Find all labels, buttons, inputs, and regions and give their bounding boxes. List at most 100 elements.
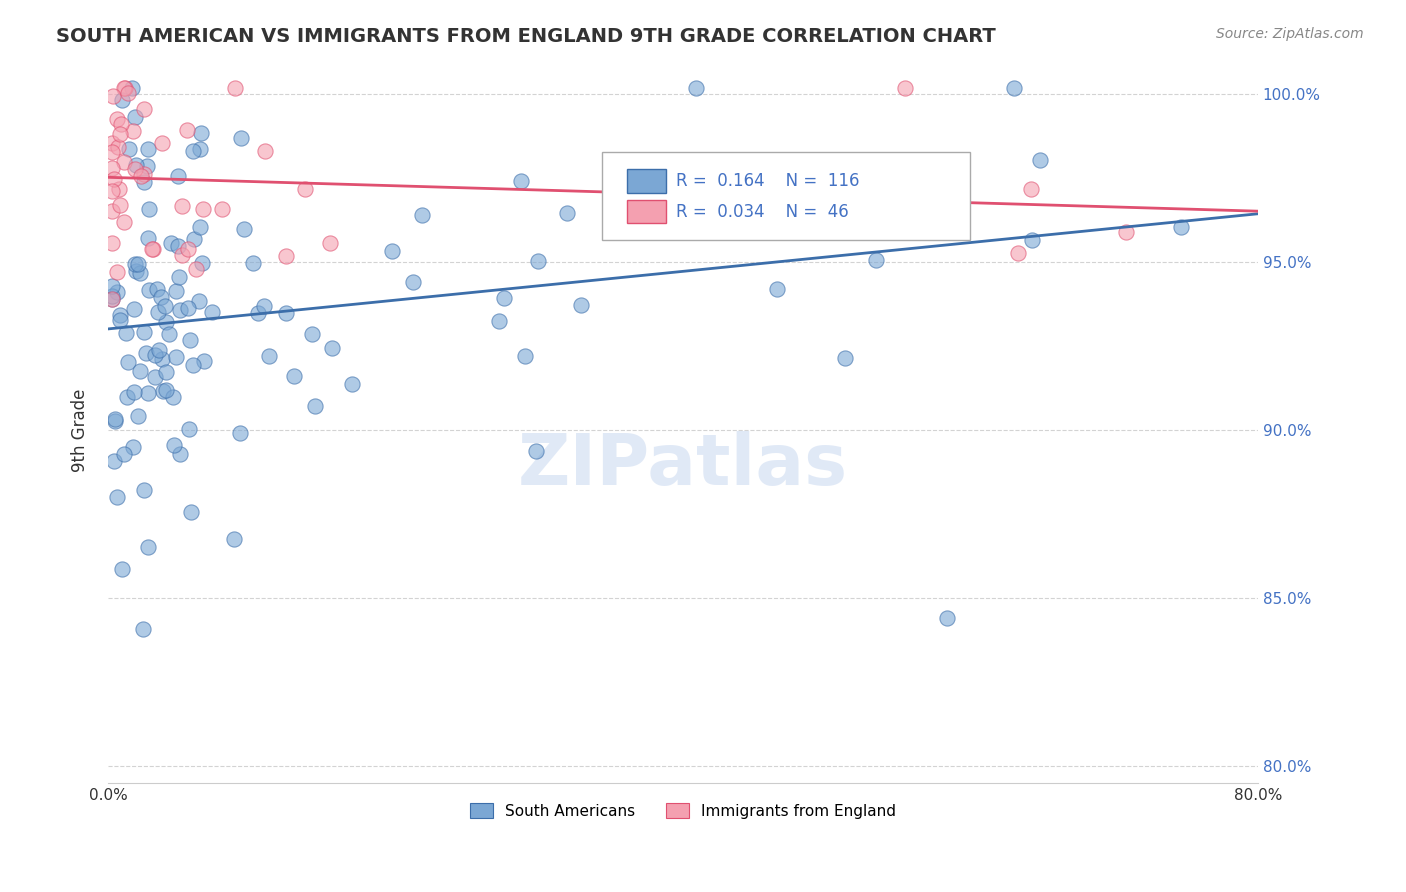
Point <box>1007 246 1029 260</box>
Point <box>152 384 174 399</box>
Point <box>153 299 176 313</box>
Point <box>769 198 792 212</box>
Text: R =  0.034    N =  46: R = 0.034 N = 46 <box>676 202 849 220</box>
Point <box>176 242 198 256</box>
Point <box>160 235 183 250</box>
Point <box>179 333 201 347</box>
Point <box>107 140 129 154</box>
Point <box>401 275 423 289</box>
Point <box>724 211 747 226</box>
Point <box>103 453 125 467</box>
Point <box>839 161 862 176</box>
Point <box>180 505 202 519</box>
Point <box>155 365 177 379</box>
Point <box>1028 153 1050 167</box>
Point <box>115 326 138 341</box>
Point <box>492 291 515 305</box>
Point <box>101 235 124 250</box>
Point <box>321 341 343 355</box>
Point <box>834 351 856 365</box>
Point <box>103 172 125 186</box>
Point <box>152 351 174 366</box>
Point <box>117 355 139 369</box>
Point <box>105 491 128 505</box>
Point <box>101 292 124 306</box>
Point <box>165 285 187 299</box>
Point <box>157 327 180 342</box>
Text: SOUTH AMERICAN VS IMMIGRANTS FROM ENGLAND 9TH GRADE CORRELATION CHART: SOUTH AMERICAN VS IMMIGRANTS FROM ENGLAN… <box>56 27 995 45</box>
Point <box>122 301 145 316</box>
Point <box>108 181 131 195</box>
Point <box>170 198 193 212</box>
Point <box>163 438 186 452</box>
FancyBboxPatch shape <box>627 200 665 224</box>
Point <box>211 202 233 216</box>
Point <box>135 346 157 360</box>
Point <box>104 411 127 425</box>
Point <box>129 266 152 280</box>
Point <box>129 169 152 184</box>
Point <box>183 232 205 246</box>
Point <box>1021 233 1043 247</box>
Point <box>138 283 160 297</box>
Point <box>124 257 146 271</box>
Text: Source: ZipAtlas.com: Source: ZipAtlas.com <box>1216 27 1364 41</box>
Point <box>110 197 132 211</box>
Point <box>101 136 124 150</box>
Point <box>122 384 145 399</box>
Text: R =  0.164    N =  116: R = 0.164 N = 116 <box>676 172 859 190</box>
Point <box>1170 220 1192 235</box>
Point <box>132 622 155 636</box>
Point <box>127 257 149 271</box>
Point <box>725 222 748 236</box>
Legend: South Americans, Immigrants from England: South Americans, Immigrants from England <box>464 797 903 825</box>
Point <box>685 80 707 95</box>
FancyBboxPatch shape <box>627 169 665 194</box>
Point <box>515 349 537 363</box>
Point <box>145 348 167 362</box>
Point <box>108 127 131 141</box>
Point <box>318 236 340 251</box>
Point <box>276 306 298 320</box>
Point <box>112 214 135 228</box>
FancyBboxPatch shape <box>602 152 970 240</box>
Point <box>524 444 547 458</box>
Point <box>191 256 214 270</box>
Point <box>276 249 298 263</box>
Point <box>104 414 127 428</box>
Point <box>105 285 128 300</box>
Point <box>294 182 316 196</box>
Point <box>101 145 124 160</box>
Point <box>149 290 172 304</box>
Point <box>177 422 200 436</box>
Point <box>246 306 269 320</box>
Point <box>188 219 211 234</box>
Point <box>107 264 129 278</box>
Point <box>122 440 145 454</box>
Point <box>155 384 177 398</box>
Point <box>132 102 155 116</box>
Point <box>201 304 224 318</box>
Point <box>101 203 124 218</box>
Point <box>257 349 280 363</box>
Point <box>877 214 900 228</box>
Point <box>765 282 787 296</box>
Point <box>253 300 276 314</box>
Point <box>169 303 191 318</box>
Point <box>488 314 510 328</box>
Point <box>110 117 132 131</box>
Point <box>142 242 165 256</box>
Point <box>176 301 198 315</box>
Point <box>162 390 184 404</box>
Point <box>124 158 146 172</box>
Point <box>155 315 177 329</box>
Point <box>141 242 163 256</box>
Point <box>128 364 150 378</box>
Point <box>936 611 959 625</box>
Y-axis label: 9th Grade: 9th Grade <box>72 389 89 472</box>
Point <box>136 142 159 156</box>
Point <box>134 483 156 497</box>
Point <box>122 124 145 138</box>
Point <box>138 202 160 216</box>
Point <box>894 80 917 95</box>
